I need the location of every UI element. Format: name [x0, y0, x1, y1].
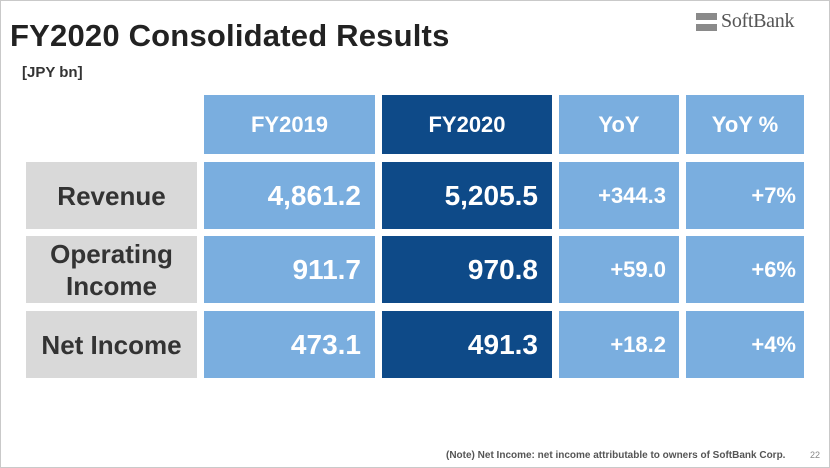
- row-label-line: Income: [65, 270, 158, 301]
- cell-revenue-yoy: +344.3: [559, 162, 679, 229]
- page-number: 22: [810, 450, 821, 460]
- header-fy2019: FY2019: [204, 95, 375, 154]
- cell-net-income-fy2020: 491.3: [382, 311, 552, 378]
- header-yoy-pct: YoY %: [686, 95, 804, 154]
- cell-net-income-yoy: +18.2: [559, 311, 679, 378]
- cell-revenue-fy2019: 4,861.2: [204, 162, 375, 229]
- header-fy2020: FY2020: [382, 95, 552, 154]
- cell-revenue-fy2020: 5,205.5: [382, 162, 552, 229]
- cell-revenue-yoy-pct: +7%: [686, 162, 804, 229]
- row-label-net-income: Net Income: [26, 311, 197, 378]
- logo-mark-icon: [696, 12, 717, 31]
- row-label-operating-income: Operating Income: [26, 236, 197, 303]
- softbank-logo: SoftBank: [696, 10, 794, 33]
- footnote: (Note) Net Income: net income attributab…: [446, 450, 786, 461]
- cell-net-income-fy2019: 473.1: [204, 311, 375, 378]
- row-label-line: Revenue: [57, 180, 166, 211]
- row-label-revenue: Revenue: [26, 162, 197, 229]
- logo-text: SoftBank: [721, 10, 795, 32]
- unit-label: [JPY bn]: [22, 64, 83, 81]
- cell-operating-income-yoy: +59.0: [559, 236, 679, 303]
- cell-net-income-yoy-pct: +4%: [686, 311, 804, 378]
- slide-title: FY2020 Consolidated Results: [10, 18, 450, 53]
- cell-operating-income-yoy-pct: +6%: [686, 236, 804, 303]
- row-label-line: Net Income: [41, 329, 182, 360]
- cell-operating-income-fy2020: 970.8: [382, 236, 552, 303]
- header-yoy: YoY: [559, 95, 679, 154]
- cell-operating-income-fy2019: 911.7: [204, 236, 375, 303]
- row-label-line: Operating: [50, 238, 173, 269]
